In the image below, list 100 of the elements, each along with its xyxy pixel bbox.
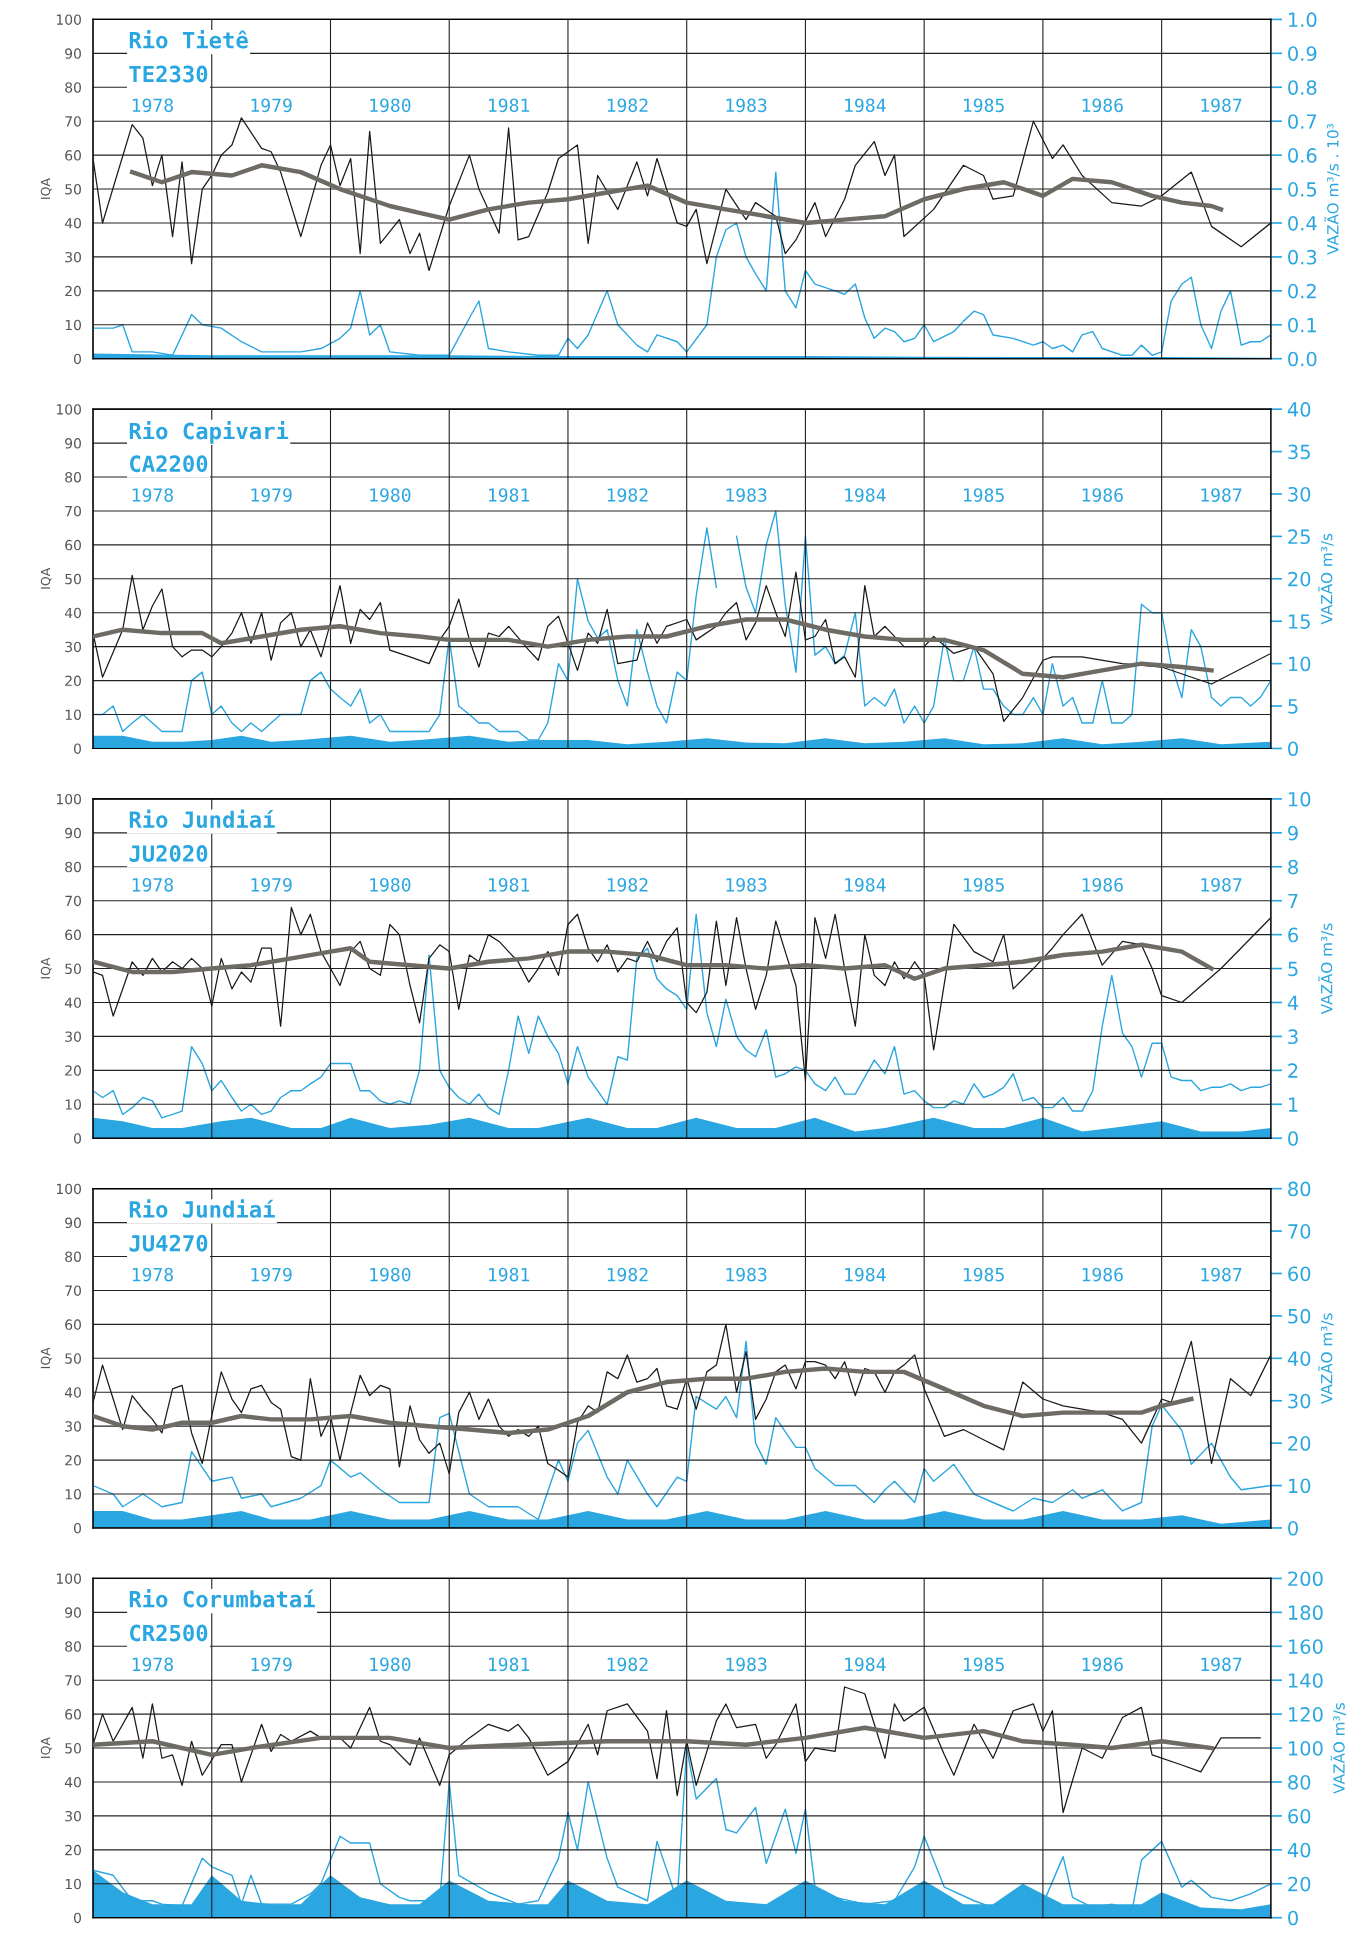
x-tick-label: 1979 (251, 1267, 292, 1282)
y2-tick-label: 30 (1288, 486, 1311, 502)
y2-tick-label: 80 (1288, 1774, 1311, 1790)
x-tick-label: 1978 (132, 488, 173, 502)
y2-tick-label: 1.0 (1288, 12, 1317, 28)
chart-title: Rio Corumbataí (129, 1589, 315, 1608)
x-tick-label: 1986 (1082, 1657, 1123, 1672)
x-tick-label: 1978 (132, 98, 173, 113)
y-tick-label: 60 (65, 539, 81, 551)
y2-tick-label: 3 (1288, 1029, 1298, 1045)
y-tick-label: 100 (56, 14, 81, 25)
y2-tick-label: 10 (1288, 656, 1311, 672)
y2-tick-label: 0.0 (1288, 351, 1317, 367)
y2-axis-title: VAZÃO m³/s . 10³ (1324, 123, 1340, 255)
x-tick-label: 1979 (251, 98, 292, 113)
y-tick-label: 10 (65, 1099, 81, 1110)
x-tick-label: 1982 (607, 1267, 648, 1282)
y2-tick-label: 0.5 (1288, 182, 1317, 197)
y-tick-label: 70 (65, 1675, 81, 1686)
text: CR2500 (130, 1624, 208, 1642)
y-tick-label: 80 (65, 861, 81, 873)
y-tick-label: 10 (65, 319, 81, 331)
y-axis-title: IQA (40, 567, 52, 589)
x-tick-label: 1978 (132, 877, 173, 892)
y2-axis-title: VAZÃO m³/s (1318, 1313, 1334, 1404)
x-tick-label: 1980 (370, 1657, 411, 1672)
y2-tick-label: 8 (1288, 859, 1298, 875)
y-tick-label: 40 (64, 217, 81, 229)
x-tick-label: 1985 (963, 1267, 1004, 1282)
y-tick-label: 90 (65, 48, 81, 59)
y2-tick-label: 0.7 (1288, 114, 1317, 129)
x-tick-label: 1979 (251, 1657, 292, 1672)
y2-tick-label: 0 (1288, 1131, 1298, 1146)
x-tick-label: 1985 (963, 98, 1004, 113)
y-axis-title: IQA (40, 1347, 52, 1369)
y-tick-label: 20 (65, 1844, 81, 1856)
x-tick-label: 1978 (132, 1267, 173, 1282)
x-tick-label: 1985 (963, 1657, 1004, 1672)
y2-axis-title: VAZÃO m³/s (1330, 1703, 1346, 1794)
y-tick-label: 60 (65, 1319, 81, 1330)
x-tick-label: 1981 (489, 1267, 530, 1282)
y-tick-label: 80 (65, 82, 81, 93)
chart-title: Rio Jundiaí (129, 809, 275, 828)
chart-title: Rio Jundiaí (129, 1199, 275, 1218)
y-axis-title: IQA (40, 178, 52, 199)
y2-tick-label: 40 (1287, 402, 1311, 417)
x-tick-label: 1979 (251, 877, 292, 892)
x-tick-label: 1986 (1082, 877, 1123, 892)
y2-tick-label: 40 (1287, 1351, 1311, 1366)
x-tick-label: 1987 (1201, 1267, 1242, 1282)
y2-tick-label: 40 (1287, 1842, 1311, 1858)
y2-tick-label: 9 (1288, 825, 1298, 841)
chart-title: Rio Tietê (129, 30, 248, 49)
y2-tick-label: 160 (1288, 1639, 1323, 1654)
x-tick-label: 1981 (489, 98, 530, 113)
y2-axis-title: VAZÃO m³/s (1318, 923, 1334, 1015)
y-tick-label: 60 (65, 929, 81, 941)
x-tick-label: 1985 (963, 877, 1004, 892)
y2-tick-label: 60 (1288, 1266, 1311, 1282)
x-tick-label: 1980 (370, 98, 411, 113)
y-axis-title: IQA (40, 957, 52, 979)
y-tick-label: 50 (65, 184, 81, 195)
y2-tick-label: 15 (1288, 614, 1310, 629)
y2-tick-label: 70 (1288, 1224, 1311, 1239)
y2-tick-label: 2 (1288, 1063, 1298, 1078)
y-tick-label: 0 (73, 1912, 81, 1924)
y2-tick-label: 5 (1288, 961, 1298, 977)
y2-tick-label: 50 (1288, 1308, 1311, 1324)
y-tick-label: 90 (65, 1607, 81, 1618)
x-tick-label: 1982 (607, 877, 648, 892)
x-tick-label: 1983 (726, 488, 767, 502)
x-tick-label: 1980 (370, 1267, 411, 1282)
x-tick-label: 1984 (845, 877, 886, 892)
x-tick-label: 1983 (726, 98, 767, 113)
x-tick-label: 1987 (1201, 1657, 1242, 1672)
x-tick-label: 1979 (251, 488, 292, 502)
x-tick-label: 1982 (607, 488, 648, 502)
x-tick-label: 1984 (845, 98, 886, 113)
x-tick-label: 1980 (370, 488, 411, 502)
y-tick-label: 50 (65, 963, 81, 975)
y2-tick-label: 20 (1288, 571, 1311, 587)
x-tick-label: 1984 (845, 1657, 886, 1672)
y2-tick-label: 4 (1287, 995, 1299, 1010)
x-tick-label: 1986 (1082, 1267, 1123, 1282)
y-tick-label: 40 (64, 997, 81, 1008)
y-tick-label: 90 (65, 438, 81, 449)
y2-tick-label: 120 (1288, 1707, 1323, 1722)
y2-tick-label: 100 (1288, 1741, 1323, 1756)
y2-tick-label: 0.6 (1288, 148, 1317, 163)
y2-tick-label: 0.4 (1288, 215, 1317, 231)
y-tick-label: 90 (65, 827, 81, 839)
y-tick-label: 10 (65, 1878, 81, 1890)
x-tick-label: 1982 (607, 1657, 648, 1672)
y-tick-label: 100 (56, 793, 81, 805)
y-tick-label: 30 (65, 251, 81, 263)
y2-axis-title: VAZÃO m³/s (1318, 533, 1334, 625)
y-tick-label: 30 (65, 1810, 81, 1822)
x-tick-label: 1983 (726, 877, 767, 892)
y-tick-label: 0 (73, 1133, 81, 1144)
text: JU2020 (129, 845, 208, 862)
